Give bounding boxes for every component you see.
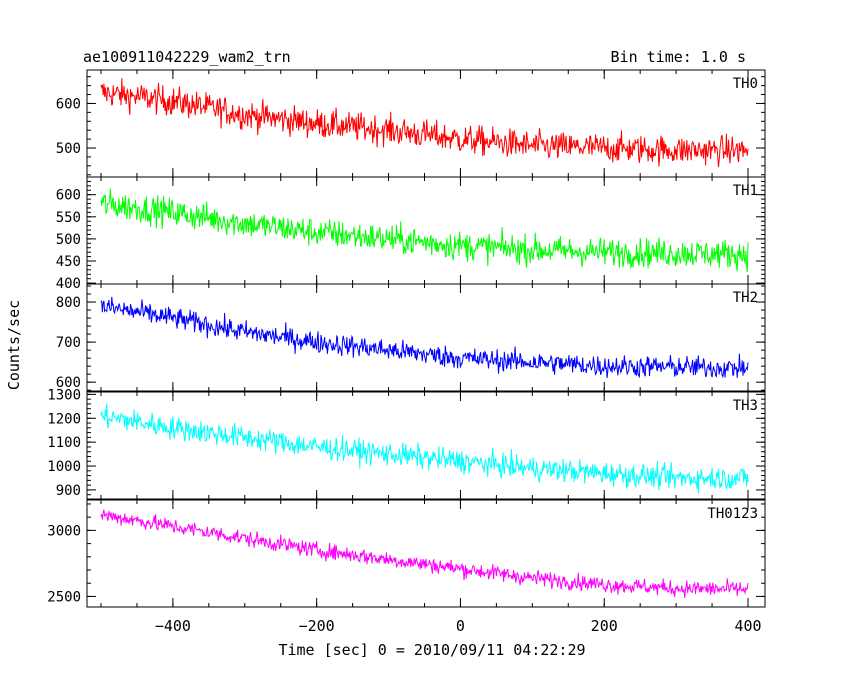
x-tick-label: 0 [456, 617, 465, 635]
panel-frame [86, 283, 766, 392]
panel-th3: 900 1000 1100 1200 1300 TH3 [47, 387, 766, 500]
y-tick-label: 600 [56, 96, 81, 112]
y-tick-label: 2500 [47, 589, 81, 605]
series-label-th0: TH0 [733, 76, 758, 92]
panel-th1: 400 450 500 550 600 TH1 [56, 176, 766, 292]
y-tick-label: 1200 [47, 411, 81, 427]
y-tick-label: 1000 [47, 459, 81, 475]
panel-frame [86, 176, 766, 285]
y-tick-label: 400 [56, 276, 81, 292]
x-tick-label: 200 [591, 617, 618, 635]
panel-th0: 500 600 TH0 [56, 69, 766, 178]
y-tick-label: 500 [56, 232, 81, 248]
series-label-th1: TH1 [733, 183, 758, 199]
y-tick-label: 900 [56, 483, 81, 499]
series-line-th0123 [100, 509, 749, 598]
chart-title: ae100911042229_wam2_trn [83, 48, 291, 66]
x-tick-label: −200 [299, 617, 335, 635]
x-tick-label: −400 [155, 617, 191, 635]
x-axis-label: Time [sec] 0 = 2010/09/11 04:22:29 [278, 641, 585, 659]
panel-th2: 600 700 800 TH2 [56, 283, 766, 392]
y-tick-label: 550 [56, 210, 81, 226]
series-line-th0 [100, 78, 749, 168]
y-tick-label: 600 [56, 188, 81, 204]
series-line-th2 [100, 296, 749, 379]
panel-frame [86, 69, 766, 178]
y-tick-label: 800 [56, 295, 81, 311]
series-label-th0123: TH0123 [707, 506, 758, 522]
y-axis-label: Counts/sec [5, 300, 23, 390]
y-tick-label: 500 [56, 141, 81, 157]
series-label-th3: TH3 [733, 398, 758, 414]
y-tick-label: 1300 [47, 387, 81, 403]
panels-group: 500 600 TH0 400 450 500 550 600 TH1 600 700 800 TH2 9… [47, 69, 766, 635]
bin-time-label: Bin time: 1.0 s [611, 48, 746, 66]
panel-frame [86, 499, 766, 608]
y-tick-label: 600 [56, 375, 81, 391]
series-label-th2: TH2 [733, 290, 758, 306]
panel-th0123: 2500 3000 TH0123 [47, 499, 766, 608]
y-tick-label: 700 [56, 335, 81, 351]
panel-frame [86, 391, 766, 500]
series-line-th1 [100, 188, 749, 273]
y-tick-label: 450 [56, 254, 81, 270]
y-tick-label: 3000 [47, 523, 81, 539]
series-line-th3 [100, 403, 749, 494]
x-tick-label: 400 [734, 617, 761, 635]
y-tick-label: 1100 [47, 435, 81, 451]
